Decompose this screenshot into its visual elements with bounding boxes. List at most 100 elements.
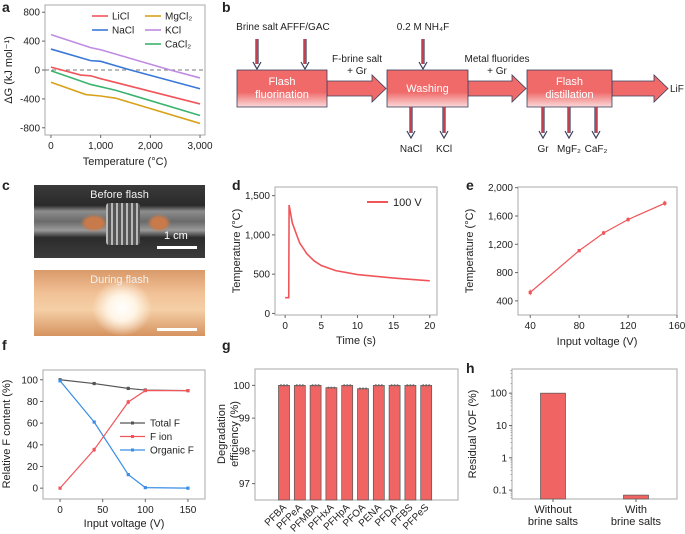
bar [293,385,306,501]
x-axis-label: Temperature (°C) [83,156,167,168]
y-tick-label: 60 [27,419,39,430]
series-line-KCl [50,33,201,79]
replicate-dot [333,386,336,389]
flow-arrow-3 [611,74,669,103]
panel-label-g: g [222,337,231,353]
output-label: CaF₂ [585,144,608,155]
data-point [528,290,532,294]
replicate-dot [380,384,383,387]
coil-wire [106,203,140,245]
output-label: MgF₂ [557,144,581,155]
x-tick-label: 50 [97,505,109,516]
x-tick-label: 10 [352,321,364,332]
series-line-NaCl [50,48,201,90]
replicate-dot [358,387,362,390]
replicate-dot [390,384,393,387]
y-tick-label: 0 [264,309,270,320]
replicate-dot [279,384,283,387]
replicate-dot [314,384,317,387]
transfer-label: F-brine salt [332,54,382,65]
series-line-MgCl₂ [50,81,201,125]
replicate-dot [377,384,380,387]
bar [372,385,385,501]
series-line-data [529,202,666,293]
x-tick-label: 15 [388,321,400,332]
output-label: KCl [436,144,452,155]
plot-frame [274,186,438,316]
plot-frame [42,369,206,500]
input-label: 0.2 M NH₄F [397,22,449,33]
x-axis-label: Input voltage (V) [84,518,165,530]
y-tick-label: 40 [27,440,39,451]
arrow-head [406,130,416,140]
chart-f: 0 20 40 60 80 100 0 50 100 150 Input voltage (V) Re… [1,369,206,530]
y-tick-label: 1,000 [245,230,270,241]
x-tick-label: 5 [319,321,325,332]
process-box-label: Flash [556,76,583,88]
y-tick-label: 0.1 [493,486,507,497]
legend-label: CaCl₂ [165,40,191,51]
photo-during-flash: During flash [34,270,205,336]
x-tick-label: 80 [574,321,586,332]
replicate-dot [425,384,428,387]
x-category-label: With [625,504,647,516]
replicate-dot [346,384,349,387]
y-tick-label: -800 [20,123,40,134]
y-axis-label: Temperature (°C) [231,209,243,293]
panel-label-h: h [466,360,475,376]
arrow-head [564,130,574,140]
y-axis-label: efficiency (%) [229,401,241,467]
x-tick-label: 150 [180,505,197,516]
replicate-dot [343,384,346,387]
bar [357,388,369,501]
y-tick-label: 400 [23,37,40,48]
bar [309,385,322,501]
photo-label-before: Before flash [90,189,149,201]
legend-label: Organic F [150,446,194,457]
data-point [143,486,147,490]
y-tick-label: 10 [496,421,508,432]
process-box-2 [526,69,613,108]
y-axis-label: Residual VOF (%) [467,390,479,479]
replicate-dot [330,386,333,389]
legend-label: MgCl₂ [165,12,192,23]
legend-marker [131,448,134,452]
process-box-label: Flash [269,76,296,88]
y-axis-label: Degradation [216,404,228,464]
bar [388,385,401,501]
panel-label-a: a [2,0,10,15]
process-box-label: distillation [545,89,593,101]
photo-before-flash: Before flash 1 cm [34,185,205,258]
arrow-head [300,61,310,71]
scale-bar-label: 1 cm [164,230,188,242]
data-point [126,400,130,404]
y-tick-label: 0 [34,66,40,77]
replicate-dot [361,387,365,390]
bar [623,494,649,500]
legend-label: LiCl [112,12,129,23]
x-tick-label: 0 [57,505,63,516]
transfer-label: + Gr [347,66,367,77]
replicate-dot [301,384,304,387]
transfer-label: Metal fluorides [464,54,529,65]
bar [341,385,354,501]
output-label: Gr [537,144,549,155]
y-tick-label: 100 [21,375,38,386]
x-tick-label: 100 [137,505,154,516]
arrow-head [418,61,428,71]
chart-e: 400 800 1,200 1,600 2,000 40 80 120 160 Input vol… [464,183,685,348]
y-axis-label: ΔG (kJ mol⁻¹) [3,36,15,104]
replicate-dot [428,384,431,387]
scale-bar [157,328,197,331]
x-tick-label: 160 [669,321,685,332]
transfer-label: + Gr [487,66,507,77]
replicate-dot [295,384,298,387]
replicate-dot [422,384,425,387]
bar [325,387,338,501]
flow-arrow-1 [326,74,387,103]
x-tick-label: 1,000 [88,141,113,152]
panel-label-b: b [222,0,231,15]
